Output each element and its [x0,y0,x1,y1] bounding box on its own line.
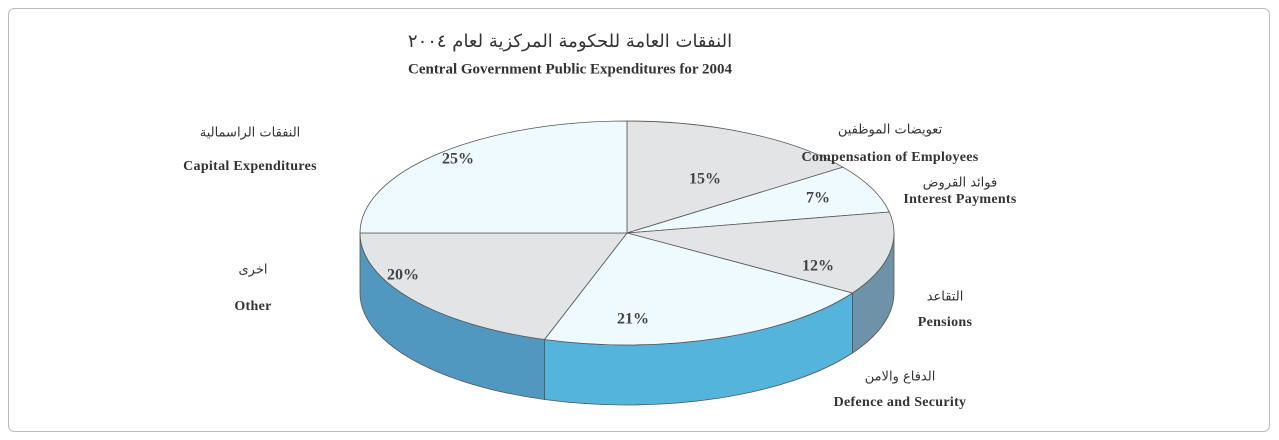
pie-slice [626,120,845,234]
pie-slice [626,211,895,294]
category-label: Other [234,299,271,314]
category-label-ar: تعويضات الموظفين [838,123,943,138]
pie-slice [359,232,628,340]
category-label: Defence and Security [834,395,967,410]
pie-slice [359,120,628,234]
category-label-ar: التقاعد [927,290,964,305]
pie-slice [626,166,890,234]
category-label: Compensation of Employees [801,150,978,165]
category-label-ar: الدفاع والامن [865,370,936,385]
chart-title: النفقات العامة للحكومة المركزية لعام ٢٠٠… [408,31,732,52]
value-label: 20% [387,267,419,284]
category-label-ar: اخرى [239,263,268,278]
category-label: Pensions [918,315,973,330]
value-label: 21% [617,311,649,328]
value-label: 12% [802,258,834,275]
category-label-ar: النفقات الراسمالية [200,126,301,141]
value-label: 7% [806,190,830,207]
value-label: 25% [442,151,474,168]
value-label: 15% [689,171,721,188]
category-label: Capital Expenditures [183,159,317,174]
chart-subtitle: Central Government Public Expenditures f… [408,61,733,77]
category-label-ar: فوائد القروض [923,176,997,191]
category-label: Interest Payments [903,192,1017,207]
pie-slice [543,232,854,346]
